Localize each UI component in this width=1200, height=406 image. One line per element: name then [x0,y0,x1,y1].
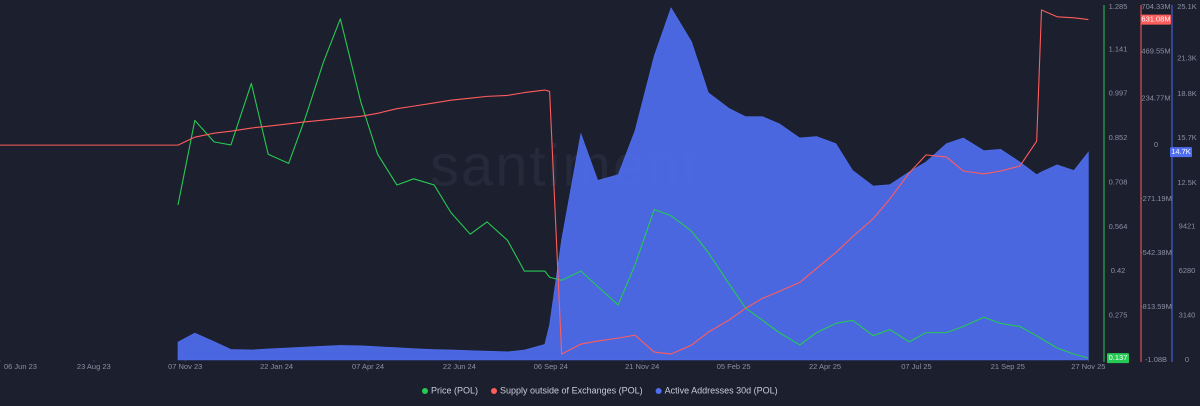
legend-label: Supply outside of Exchanges (POL) [500,385,643,395]
addresses-tick-label: 21.3K [1177,54,1197,63]
x-tick-label: 21 Sep 25 [991,362,1025,371]
addresses-tick-label: 12.5K [1177,178,1197,187]
legend-marker [422,388,428,394]
price-tick-label: 1.285 [1109,2,1128,11]
current-value-badge [1141,14,1171,25]
price-tick-label: 0.564 [1109,222,1128,231]
supply-tick-label: -542.38M [1140,248,1172,257]
x-tick-label: 06 Jun 23 [4,362,37,371]
addresses-tick-label: 9421 [1179,222,1196,231]
x-tick-label: 23 Aug 23 [77,362,111,371]
legend-label: Active Addresses 30d (POL) [665,385,778,395]
x-tick-label: 07 Jul 25 [901,362,931,371]
current-value-label: 0.137 [1109,353,1128,362]
x-tick-label: 22 Jan 24 [260,362,293,371]
plot-area [0,7,1089,361]
supply-tick-label: 704.33M [1141,2,1170,11]
legend-marker [491,388,498,394]
supply-tick-label: 234.77M [1141,93,1170,102]
x-tick-label: 22 Apr 25 [809,362,841,371]
x-tick-label: 07 Apr 24 [352,362,384,371]
x-tick-label: 22 Jun 24 [443,362,476,371]
price-tick-label: 1.141 [1109,44,1128,53]
x-tick-label: 21 Nov 24 [625,362,659,371]
addresses-tick-label: 25.1K [1177,2,1197,11]
addresses-tick-label: 15.7K [1177,133,1197,142]
legend: Price (POL) Supply outside of Exchanges (… [422,385,778,395]
area [177,7,1089,361]
x-tick-label: 05 Feb 25 [717,362,751,371]
current-value-badge [1170,147,1192,158]
line [177,18,1089,359]
legend-marker [655,388,662,394]
current-value-label: 631.08M [1141,15,1170,24]
addresses-tick-label: 6280 [1179,266,1196,275]
price-tick-label: 0.852 [1109,133,1128,142]
x-tick-label: 07 Nov 23 [168,362,202,371]
line [0,9,1089,355]
current-value-label: 14.7K [1171,147,1191,156]
x-tick-label: 06 Sep 24 [534,362,568,371]
x-tick-label: 27 Nov 25 [1071,362,1105,371]
supply-tick-label: -813.59M [1140,302,1172,311]
supply-tick-label: 0 [1154,140,1158,149]
supply-tick-label: 469.55M [1141,47,1170,56]
price-tick-label: 0.708 [1109,177,1128,186]
current-value-badge [1107,353,1129,364]
legend-label: Price (POL) [431,385,478,395]
price-tick-label: 0.275 [1109,311,1128,320]
price-tick-label: 0.42 [1111,266,1126,275]
supply-tick-label: -271.19M [1140,194,1172,203]
addresses-tick-label: 3140 [1179,311,1196,320]
supply-tick-label: -1.08B [1145,355,1167,364]
price-tick-label: 0.997 [1109,89,1128,98]
addresses-tick-label: 18.8K [1177,89,1197,98]
addresses-tick-label: 0 [1185,355,1189,364]
